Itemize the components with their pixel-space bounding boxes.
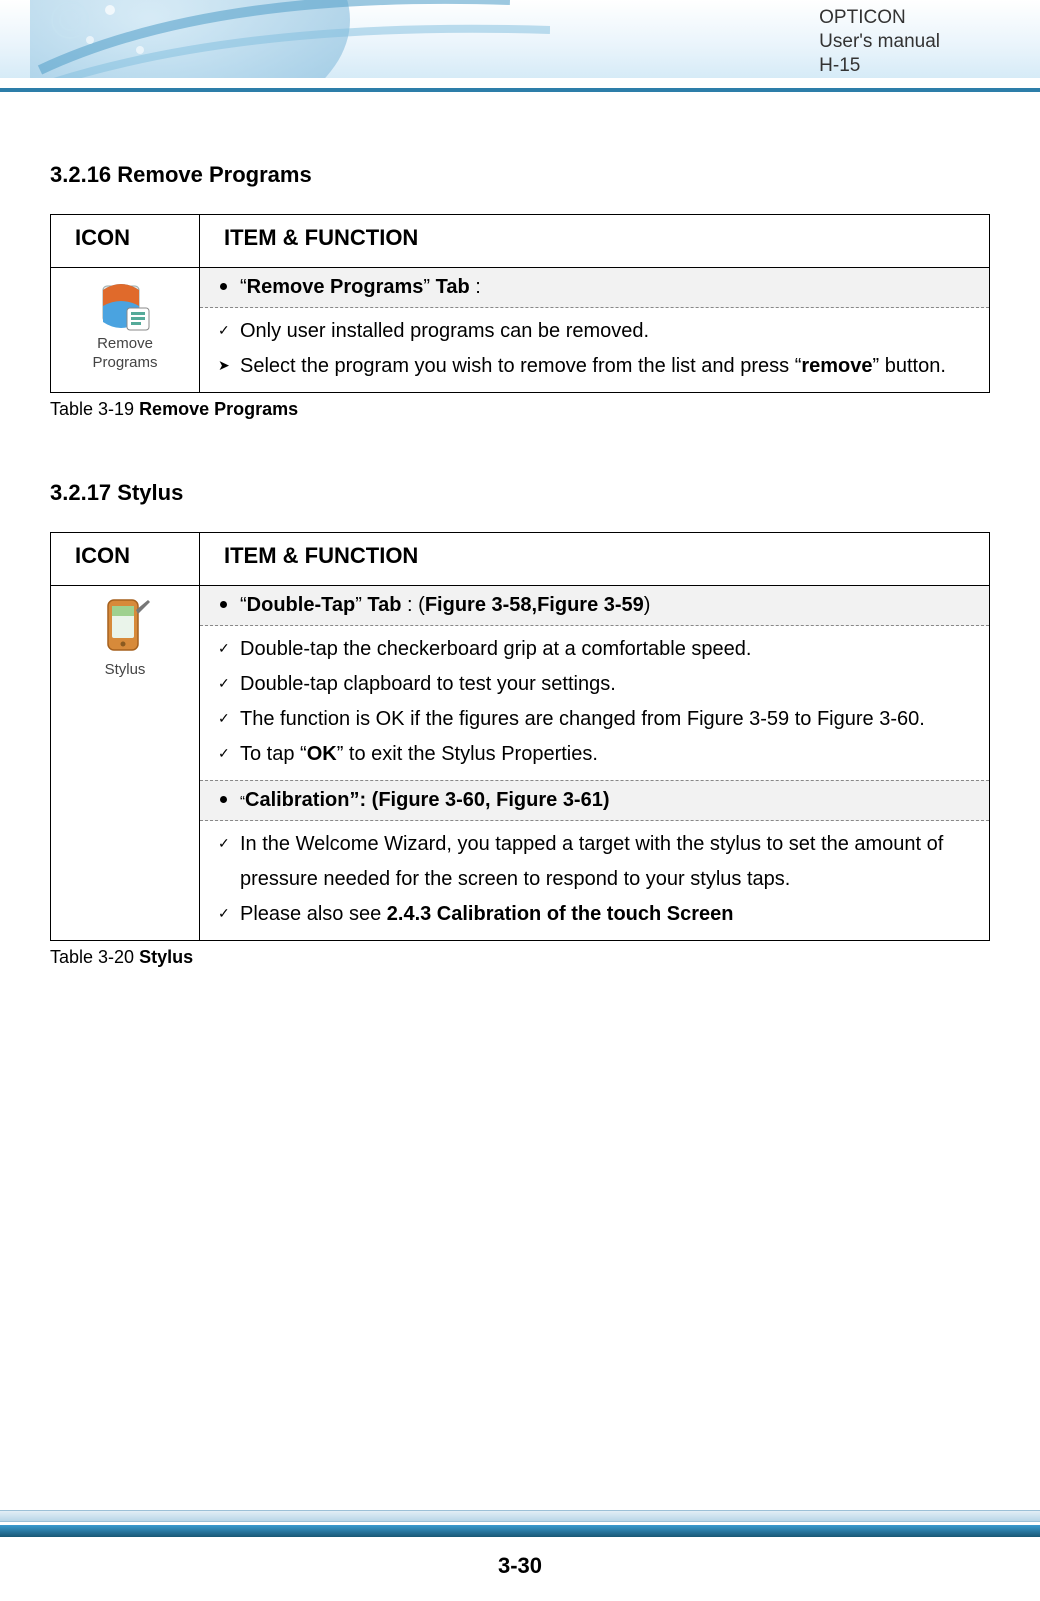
list-item: ✓To tap “OK” to exit the Stylus Properti… bbox=[240, 737, 979, 772]
tabA-b1: Double-Tap bbox=[247, 594, 356, 616]
caption-bold: Remove Programs bbox=[139, 399, 298, 419]
tab-mid: ” bbox=[423, 276, 435, 298]
b2-a: Please also see bbox=[240, 903, 387, 925]
section-heading-remove-programs: 3.2.16 Remove Programs bbox=[50, 162, 990, 188]
list-item: ✓Only user installed programs can be rem… bbox=[240, 314, 979, 349]
tabA-mid2: : ( bbox=[401, 594, 424, 616]
table-stylus: ICON ITEM & FUNCTION Stylus bbox=[50, 532, 990, 941]
table-row: Remove Programs “Remove Programs” Tab : … bbox=[51, 268, 990, 393]
li-text: Double-tap the checkerboard grip at a co… bbox=[240, 638, 751, 660]
icon-cell-remove-programs: Remove Programs bbox=[51, 268, 200, 393]
fn-cell-remove: “Remove Programs” Tab : ✓ Only user insta… bbox=[200, 268, 990, 393]
list-item: ✓Double-tap the checkerboard grip at a c… bbox=[240, 632, 979, 667]
page: OPTICON User's manual H-15 3.2.16 Remove… bbox=[0, 0, 1040, 1601]
tab-post: : bbox=[470, 276, 481, 298]
header-text-block: OPTICON User's manual H-15 bbox=[819, 6, 940, 77]
tab-bold-1: Remove Programs bbox=[247, 276, 424, 298]
tabA-mid1: ” bbox=[355, 594, 367, 616]
check-icon: ✓ bbox=[218, 901, 230, 926]
stylus-icon bbox=[98, 596, 152, 660]
list-item: ✓Please also see 2.4.3 Calibration of th… bbox=[240, 897, 979, 932]
table-caption-stylus: Table 3-20 Stylus bbox=[50, 947, 990, 968]
header-line-3: H-15 bbox=[819, 54, 940, 78]
table-caption-remove: Table 3-19 Remove Programs bbox=[50, 399, 990, 420]
li2-c: ” button. bbox=[873, 355, 946, 377]
col-fn-header: ITEM & FUNCTION bbox=[200, 215, 990, 268]
caption-pre: Table 3-20 bbox=[50, 947, 139, 967]
page-number: 3-30 bbox=[0, 1553, 1040, 1579]
a4-c: ” to exit the Stylus Properties. bbox=[337, 743, 598, 765]
section-heading-stylus: 3.2.17 Stylus bbox=[50, 480, 990, 506]
list-item: ✓The function is OK if the figures are c… bbox=[240, 702, 979, 737]
b2-b: 2.4.3 Calibration of the touch Screen bbox=[387, 903, 734, 925]
bullet-dot-icon bbox=[220, 796, 227, 803]
icon-label-remove-l2: Programs bbox=[57, 355, 193, 372]
body-block-double-tap: ✓ Double-tap the checkerboard grip at a c… bbox=[200, 626, 989, 780]
check-icon: ✓ bbox=[218, 831, 230, 856]
tab-title-remove-programs: “Remove Programs” Tab : bbox=[200, 268, 989, 308]
caption-bold: Stylus bbox=[139, 947, 193, 967]
tab-title-calibration: “Calibration”: (Figure 3-60, Figure 3-61… bbox=[200, 780, 989, 821]
list-item: ✓Double-tap clapboard to test your setti… bbox=[240, 667, 979, 702]
icon-label-stylus: Stylus bbox=[57, 662, 193, 679]
li-text: Double-tap clapboard to test your settin… bbox=[240, 673, 616, 695]
li-text: Only user installed programs can be remo… bbox=[240, 320, 649, 342]
a4-b: OK bbox=[307, 743, 337, 765]
tabA-post: ) bbox=[644, 594, 651, 616]
check-icon: ✓ bbox=[218, 706, 230, 731]
li-text: In the Welcome Wizard, you tapped a targ… bbox=[240, 833, 943, 890]
li2-a: Select the program you wish to remove fr… bbox=[240, 355, 801, 377]
icon-label-remove-l1: Remove bbox=[57, 336, 193, 353]
remove-programs-icon bbox=[97, 278, 153, 334]
arrow-icon: ➤ bbox=[218, 353, 230, 378]
header-swirl-art bbox=[30, 0, 550, 82]
fn-cell-stylus: “Double-Tap” Tab : (Figure 3-58,Figure 3… bbox=[200, 586, 990, 941]
check-icon: ✓ bbox=[218, 318, 230, 343]
content: 3.2.16 Remove Programs ICON ITEM & FUNCT… bbox=[0, 92, 1040, 968]
li-text: The function is OK if the figures are ch… bbox=[240, 708, 925, 730]
footer-bars bbox=[0, 1510, 1040, 1537]
footer-bar-light bbox=[0, 1510, 1040, 1522]
icon-cell-stylus: Stylus bbox=[51, 586, 200, 941]
a4-a: To tap “ bbox=[240, 743, 307, 765]
header-line-1: OPTICON bbox=[819, 6, 940, 30]
header-line-2: User's manual bbox=[819, 30, 940, 54]
col-icon-header: ICON bbox=[51, 533, 200, 586]
tabA-b2: Tab bbox=[367, 594, 401, 616]
tabA-pre: “ bbox=[240, 594, 247, 616]
tabB-b1: Calibration”: (Figure 3-60, Figure 3-61) bbox=[245, 789, 610, 811]
tab-bold-2: Tab bbox=[436, 276, 470, 298]
col-fn-header: ITEM & FUNCTION bbox=[200, 533, 990, 586]
li2-b: remove bbox=[801, 355, 872, 377]
check-icon: ✓ bbox=[218, 636, 230, 661]
bullet-dot-icon bbox=[220, 601, 227, 608]
tab-title-double-tap: “Double-Tap” Tab : (Figure 3-58,Figure 3… bbox=[200, 586, 989, 626]
table-header-row: ICON ITEM & FUNCTION bbox=[51, 215, 990, 268]
caption-pre: Table 3-19 bbox=[50, 399, 139, 419]
list-item: ✓In the Welcome Wizard, you tapped a tar… bbox=[240, 827, 979, 897]
check-icon: ✓ bbox=[218, 741, 230, 766]
tab-pre: “ bbox=[240, 276, 247, 298]
bullet-dot-icon bbox=[220, 283, 227, 290]
tabA-b3: Figure 3-58,Figure 3-59 bbox=[425, 594, 644, 616]
body-block-calibration: ✓ In the Welcome Wizard, you tapped a tar… bbox=[200, 821, 989, 940]
table-remove-programs: ICON ITEM & FUNCTION bbox=[50, 214, 990, 393]
body-block-remove: ✓ Only user installed programs can be rem… bbox=[200, 308, 989, 392]
list-item: ➤Select the program you wish to remove f… bbox=[240, 349, 979, 384]
footer-bar-dark bbox=[0, 1525, 1040, 1537]
table-row: Stylus “Double-Tap” Tab : (Figure 3-58,F… bbox=[51, 586, 990, 941]
col-icon-header: ICON bbox=[51, 215, 200, 268]
check-icon: ✓ bbox=[218, 671, 230, 696]
table-header-row: ICON ITEM & FUNCTION bbox=[51, 533, 990, 586]
header-banner: OPTICON User's manual H-15 bbox=[0, 0, 1040, 82]
